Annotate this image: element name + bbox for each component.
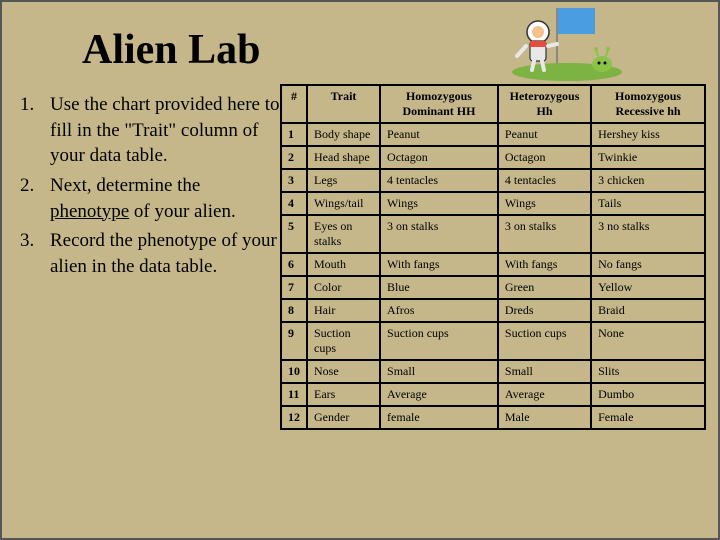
table-cell: 6 [281, 253, 307, 276]
table-cell: Yellow [591, 276, 705, 299]
table-cell: Gender [307, 406, 380, 429]
table-cell: Wings [498, 192, 591, 215]
table-row: 12GenderfemaleMaleFemale [281, 406, 705, 429]
table-header-cell: Heterozygous Hh [498, 85, 591, 123]
table-cell: Peanut [498, 123, 591, 146]
table-cell: Slits [591, 360, 705, 383]
table-cell: Suction cups [307, 322, 380, 360]
table-cell: Wings/tail [307, 192, 380, 215]
table-cell: 11 [281, 383, 307, 406]
table-row: 11EarsAverageAverageDumbo [281, 383, 705, 406]
table-cell: 9 [281, 322, 307, 360]
table-cell: 4 tentacles [380, 169, 498, 192]
table-cell: Suction cups [380, 322, 498, 360]
table-row: 1Body shapePeanutPeanutHershey kiss [281, 123, 705, 146]
table-cell: Average [380, 383, 498, 406]
table-row: 8HairAfrosDredsBraid [281, 299, 705, 322]
table-cell: Body shape [307, 123, 380, 146]
table-row: 10NoseSmallSmallSlits [281, 360, 705, 383]
table-cell: With fangs [380, 253, 498, 276]
table-header-cell: Trait [307, 85, 380, 123]
table-cell: With fangs [498, 253, 591, 276]
table-cell: Nose [307, 360, 380, 383]
table-cell: Female [591, 406, 705, 429]
instructions-list: 1.Use the chart provided here to fill in… [20, 82, 280, 430]
table-row: 2Head shapeOctagonOctagonTwinkie [281, 146, 705, 169]
table-cell: female [380, 406, 498, 429]
table-header-cell: # [281, 85, 307, 123]
table-cell: 3 on stalks [498, 215, 591, 253]
table-cell: 3 no stalks [591, 215, 705, 253]
table-cell: Blue [380, 276, 498, 299]
table-cell: Male [498, 406, 591, 429]
table-cell: Hershey kiss [591, 123, 705, 146]
table-cell: 12 [281, 406, 307, 429]
table-row: 3Legs4 tentacles4 tentacles3 chicken [281, 169, 705, 192]
table-cell: Peanut [380, 123, 498, 146]
table-cell: 4 tentacles [498, 169, 591, 192]
table-cell: Legs [307, 169, 380, 192]
instruction-text: Record the phenotype of your alien in th… [50, 228, 280, 279]
table-cell: 7 [281, 276, 307, 299]
table-row: 6MouthWith fangsWith fangsNo fangs [281, 253, 705, 276]
table-cell: Tails [591, 192, 705, 215]
instruction-number: 1. [20, 92, 50, 169]
table-cell: 10 [281, 360, 307, 383]
trait-table-wrapper: #TraitHomozygous Dominant HHHeterozygous… [280, 82, 706, 430]
instruction-number: 2. [20, 173, 50, 224]
table-cell: Octagon [498, 146, 591, 169]
table-cell: Small [498, 360, 591, 383]
table-cell: Hair [307, 299, 380, 322]
astronaut-illustration [502, 6, 632, 82]
table-cell: Eyes on stalks [307, 215, 380, 253]
table-cell: Green [498, 276, 591, 299]
table-row: 7ColorBlueGreenYellow [281, 276, 705, 299]
table-cell: Dreds [498, 299, 591, 322]
table-row: 5Eyes on stalks3 on stalks3 on stalks3 n… [281, 215, 705, 253]
table-cell: None [591, 322, 705, 360]
table-cell: Suction cups [498, 322, 591, 360]
table-cell: Mouth [307, 253, 380, 276]
content-area: 1.Use the chart provided here to fill in… [2, 82, 718, 430]
instruction-item: 1.Use the chart provided here to fill in… [20, 92, 280, 169]
instruction-item: 2.Next, determine the phenotype of your … [20, 173, 280, 224]
table-cell: Ears [307, 383, 380, 406]
table-cell: 3 chicken [591, 169, 705, 192]
instruction-text: Use the chart provided here to fill in t… [50, 92, 280, 169]
table-cell: 1 [281, 123, 307, 146]
table-cell: 3 on stalks [380, 215, 498, 253]
trait-table: #TraitHomozygous Dominant HHHeterozygous… [280, 84, 706, 430]
table-row: 9Suction cupsSuction cupsSuction cupsNon… [281, 322, 705, 360]
instruction-text: Next, determine the phenotype of your al… [50, 173, 280, 224]
table-cell: 2 [281, 146, 307, 169]
table-cell: Wings [380, 192, 498, 215]
table-cell: 3 [281, 169, 307, 192]
table-cell: 5 [281, 215, 307, 253]
table-cell: Octagon [380, 146, 498, 169]
table-cell: Twinkie [591, 146, 705, 169]
table-header-cell: Homozygous Recessive hh [591, 85, 705, 123]
table-cell: Head shape [307, 146, 380, 169]
table-cell: 8 [281, 299, 307, 322]
table-header-cell: Homozygous Dominant HH [380, 85, 498, 123]
instruction-item: 3.Record the phenotype of your alien in … [20, 228, 280, 279]
table-cell: Dumbo [591, 383, 705, 406]
table-cell: Average [498, 383, 591, 406]
table-cell: Afros [380, 299, 498, 322]
table-cell: Small [380, 360, 498, 383]
table-cell: Braid [591, 299, 705, 322]
instruction-number: 3. [20, 228, 50, 279]
table-cell: 4 [281, 192, 307, 215]
table-cell: No fangs [591, 253, 705, 276]
table-cell: Color [307, 276, 380, 299]
table-row: 4Wings/tailWingsWingsTails [281, 192, 705, 215]
